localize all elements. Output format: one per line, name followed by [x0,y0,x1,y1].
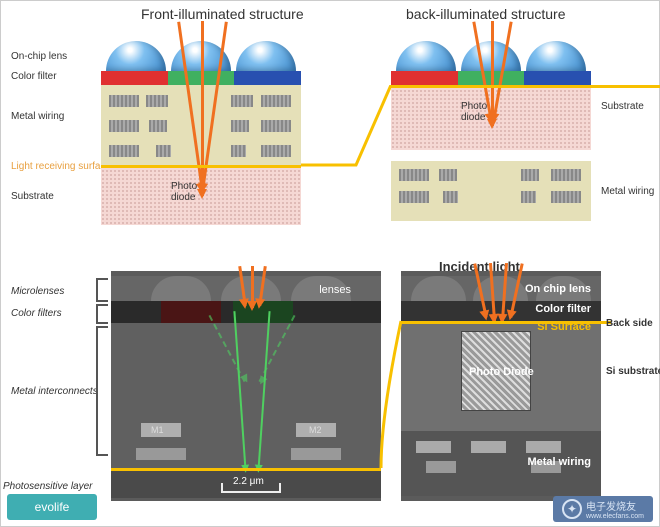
label-metal-wiring: Metal wiring [11,111,64,122]
label-substrate-r: Substrate [601,101,644,112]
sem-lenses-label: lenses [319,284,351,296]
label-microlenses: Microlenses [11,286,64,297]
label-back-side: Back side [606,318,653,329]
fsi-cross-section: Photo- diode [101,41,301,231]
watermark-elecfans: ✦ 电子发烧友 www.elecfans.com [553,496,653,522]
sem-light-surface-bsi [401,321,611,324]
label-si-substrate: Si substrate [606,366,660,377]
watermark2-text: 电子发烧友 [586,498,644,513]
metal-chip-icon [443,191,458,203]
scale-bar [221,491,281,493]
sem-lens-layer: lenses [111,276,381,301]
label-photo-diode: Photo Diode [469,366,534,378]
metal-chip-icon [231,95,253,107]
diagram-container: Front-illuminated structure back-illumin… [0,0,660,527]
sem-connector-line [376,316,406,471]
sem-panel: Microlenses Color filters Metal intercon… [1,256,659,526]
metal-chip-icon [399,191,429,203]
watermark-text: evolife [35,500,70,514]
light-ray-icon [251,266,254,308]
metal-chip-icon [109,120,139,132]
label-metal-interconnects: Metal interconnects [11,386,98,397]
sem-metal-icon [416,441,451,453]
metal-chip-icon [231,145,246,157]
sem-light-surface-fsi [111,468,381,471]
bsi-wiring-layer [391,161,591,221]
color-filter-red [101,71,168,85]
bsi-title: back-illuminated structure [406,6,566,22]
color-filter-blue [524,71,591,85]
microlens-icon [106,41,166,71]
metal-chip-icon [521,191,536,203]
metal-chip-icon [551,169,581,181]
bracket-icon [96,326,108,456]
light-surface-connector [301,85,391,169]
metal-chip-icon [551,191,581,203]
metal-chip-icon [156,145,171,157]
label-color-filters: Color filters [11,308,62,319]
metal-chip-icon [231,120,249,132]
label-on-chip-lens: On-chip lens [11,51,67,62]
watermark2-url: www.elecfans.com [586,513,644,520]
sem-metal-icon [136,448,186,460]
microlens-icon [396,41,456,71]
sem-fsi-image: lenses M1 M2 [111,271,381,501]
sem-wiring-layer: M1 M2 [111,323,381,468]
metal-chip-icon [109,95,139,107]
sem-metal-icon [471,441,506,453]
label-color-filter: Color filter [11,71,57,82]
watermark-evolife: evolife [7,494,97,520]
sem-bsi-image: On chip lens Color filter Si Surface Pho… [401,271,601,501]
light-surface-line-bsi [391,85,660,88]
label-photosensitive-layer: Photosensitive layer [3,481,93,492]
label-substrate: Substrate [11,191,54,202]
logo-icon: ✦ [562,499,582,519]
light-surface-line-fsi [101,165,301,168]
sem-lens-icon [411,276,466,301]
bsi-cross-section: Photo- diode [391,41,591,231]
metal-chip-icon [261,95,291,107]
bracket-icon [96,304,108,324]
metal-chip-icon [261,145,291,157]
metal-chip-icon [261,120,291,132]
metal-chip-icon [109,145,139,157]
sem-metal-icon [291,448,341,460]
color-filter-red [391,71,458,85]
metal-chip-icon [146,95,168,107]
sem-lens-icon [151,276,211,301]
microlens-icon [526,41,586,71]
microlens-icon [236,41,296,71]
metal-chip-icon [439,169,457,181]
label-on-chip-lens-sem: On chip lens [525,283,591,295]
label-color-filter-sem: Color filter [535,303,591,315]
sem-metal-icon [526,441,561,453]
label-light-receiving-surface: Light receiving surface [11,161,111,172]
bracket-icon [96,278,108,302]
label-metal-wiring-sem: Metal wiring [527,456,591,468]
scale-bar-label: 2.2 μm [233,476,264,487]
metal-chip-icon [149,120,167,132]
metal-chip-icon [521,169,539,181]
metal-chip-icon [399,169,429,181]
fsi-title: Front-illuminated structure [141,6,304,22]
label-metal-wiring-r: Metal wiring [601,186,654,197]
color-filter-blue [234,71,301,85]
top-schematic-panel: Front-illuminated structure back-illumin… [1,1,659,256]
sem-metal-icon [426,461,456,473]
